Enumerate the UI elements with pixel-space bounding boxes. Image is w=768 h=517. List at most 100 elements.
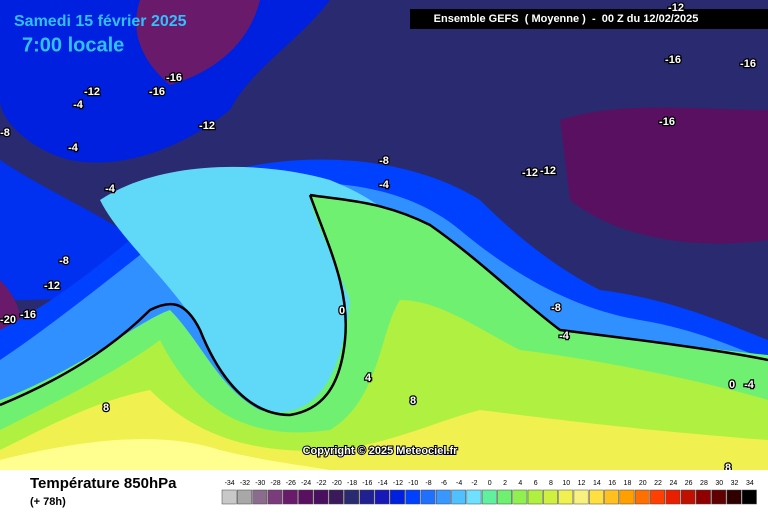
legend-label: 14 bbox=[593, 480, 601, 487]
run-info: Ensemble GEFS ( Moyenne ) - 00 Z du 12/0… bbox=[434, 13, 699, 25]
legend-swatch bbox=[573, 489, 589, 505]
contour-label: 8 bbox=[103, 402, 109, 414]
contour-label: 8 bbox=[410, 395, 416, 407]
map-date: Samedi 15 février 2025 bbox=[14, 13, 187, 30]
legend-label: 12 bbox=[578, 480, 586, 487]
contour-label: -4 bbox=[559, 330, 570, 342]
color-legend: -34 -32 -30 -28 -26 -24 -22 -20 -18 -16 -14 -12 -10-… bbox=[221, 480, 757, 505]
legend-label: 4 bbox=[518, 480, 522, 487]
legend-swatch bbox=[741, 489, 757, 505]
contour-label: 4 bbox=[365, 372, 372, 384]
legend-swatch bbox=[588, 489, 604, 505]
contour-label: -8 bbox=[551, 302, 561, 314]
legend-label: -28 bbox=[270, 480, 280, 487]
legend-label: 26 bbox=[685, 480, 693, 487]
contour-label: -16 bbox=[149, 86, 165, 98]
legend-label: -2 bbox=[471, 480, 477, 487]
legend-label: -22 bbox=[316, 480, 326, 487]
legend-swatch bbox=[435, 489, 451, 505]
legend-label: 2 bbox=[503, 480, 507, 487]
legend-label: -34 bbox=[225, 480, 235, 487]
legend-label: -26 bbox=[286, 480, 296, 487]
legend-swatch bbox=[359, 489, 375, 505]
legend-swatch bbox=[696, 489, 711, 505]
contour-label: -4 bbox=[68, 142, 79, 154]
legend-label: -32 bbox=[240, 480, 250, 487]
legend-swatch bbox=[405, 489, 421, 505]
legend-swatch bbox=[481, 489, 497, 505]
legend-swatch bbox=[604, 489, 620, 505]
legend-label: 0 bbox=[488, 480, 492, 487]
legend-swatch bbox=[634, 489, 650, 505]
legend-swatch bbox=[711, 489, 727, 505]
map bbox=[0, 0, 768, 470]
legend-swatch bbox=[252, 489, 268, 505]
contour-label: -4 bbox=[73, 99, 84, 111]
legend-label: -18 bbox=[347, 480, 357, 487]
legend-swatch bbox=[497, 489, 512, 505]
contour-label: -12 bbox=[84, 86, 100, 98]
legend-label: -30 bbox=[255, 480, 265, 487]
contour-label: 0 bbox=[729, 379, 735, 391]
legend-swatch bbox=[680, 489, 696, 505]
legend-label: 30 bbox=[715, 480, 723, 487]
contour-label: -4 bbox=[744, 379, 755, 391]
contour-label: -4 bbox=[105, 183, 116, 195]
legend-label: -12 bbox=[393, 480, 403, 487]
legend-swatch bbox=[558, 489, 574, 505]
legend-swatch bbox=[344, 489, 359, 505]
contour-label: -4 bbox=[379, 179, 390, 191]
map-time: 7:00 locale bbox=[22, 34, 124, 56]
legend-swatch bbox=[298, 489, 314, 505]
legend-label: 22 bbox=[654, 480, 662, 487]
footer-title: Température 850hPa bbox=[30, 475, 177, 492]
legend-label: -8 bbox=[425, 480, 431, 487]
legend-swatch bbox=[619, 489, 635, 505]
legend-swatch bbox=[543, 489, 558, 505]
legend-label: 24 bbox=[669, 480, 677, 487]
contour-label: -16 bbox=[665, 54, 681, 66]
legend-label: 6 bbox=[534, 480, 538, 487]
legend-swatch bbox=[420, 489, 436, 505]
legend-label: 10 bbox=[562, 480, 570, 487]
contour-label: -12 bbox=[44, 280, 60, 292]
legend-label: 18 bbox=[624, 480, 632, 487]
contour-label: -12 bbox=[668, 2, 684, 14]
legend-swatch bbox=[267, 489, 283, 505]
contour-label: -16 bbox=[740, 58, 756, 70]
legend-swatch bbox=[237, 489, 252, 505]
legend-swatch bbox=[527, 489, 543, 505]
legend-label: 20 bbox=[639, 480, 647, 487]
legend-swatch bbox=[282, 489, 298, 505]
contour-labels: -16-16-12-4-8-4-12-4-8-4-12 -12-16 -16-12-… bbox=[0, 1, 757, 476]
legend-swatch bbox=[665, 489, 681, 505]
legend-swatch bbox=[650, 489, 665, 505]
contour-label: -8 bbox=[379, 155, 389, 167]
legend-swatch bbox=[221, 489, 237, 505]
legend-swatch bbox=[726, 489, 742, 505]
legend-label: 16 bbox=[608, 480, 616, 487]
footer-lead: (+ 78h) bbox=[30, 496, 66, 508]
legend-label: 8 bbox=[549, 480, 553, 487]
legend-swatch bbox=[512, 489, 528, 505]
legend-label: -20 bbox=[332, 480, 342, 487]
legend-label: -24 bbox=[301, 480, 311, 487]
legend-label: -10 bbox=[408, 480, 418, 487]
legend-label: -14 bbox=[378, 480, 388, 487]
contour-label: 0 bbox=[339, 305, 345, 317]
legend-swatch bbox=[451, 489, 467, 505]
legend-label: -16 bbox=[362, 480, 372, 487]
legend-swatch bbox=[390, 489, 405, 505]
contour-label: -20 bbox=[0, 314, 16, 326]
legend-label: 32 bbox=[731, 480, 739, 487]
contour-label: -8 bbox=[0, 127, 10, 139]
contour-label: 8 bbox=[725, 462, 731, 474]
legend-label: 34 bbox=[746, 480, 754, 487]
contour-label: -12 bbox=[522, 167, 538, 179]
contour-label: -12 bbox=[540, 165, 556, 177]
legend-swatch bbox=[466, 489, 482, 505]
legend-label: -6 bbox=[441, 480, 447, 487]
legend-label: 28 bbox=[700, 480, 708, 487]
legend-swatch bbox=[328, 489, 344, 505]
